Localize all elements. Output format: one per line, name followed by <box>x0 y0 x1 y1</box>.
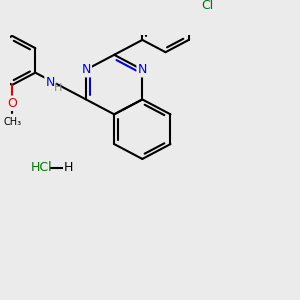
Text: Cl: Cl <box>201 0 213 12</box>
Text: O: O <box>7 97 17 110</box>
Text: N: N <box>81 63 91 76</box>
Text: HCl: HCl <box>31 161 53 174</box>
Text: CH₃: CH₃ <box>3 117 21 127</box>
Text: H: H <box>64 161 74 174</box>
Text: N: N <box>138 63 147 76</box>
Text: H: H <box>54 83 62 93</box>
Text: N: N <box>46 76 55 89</box>
